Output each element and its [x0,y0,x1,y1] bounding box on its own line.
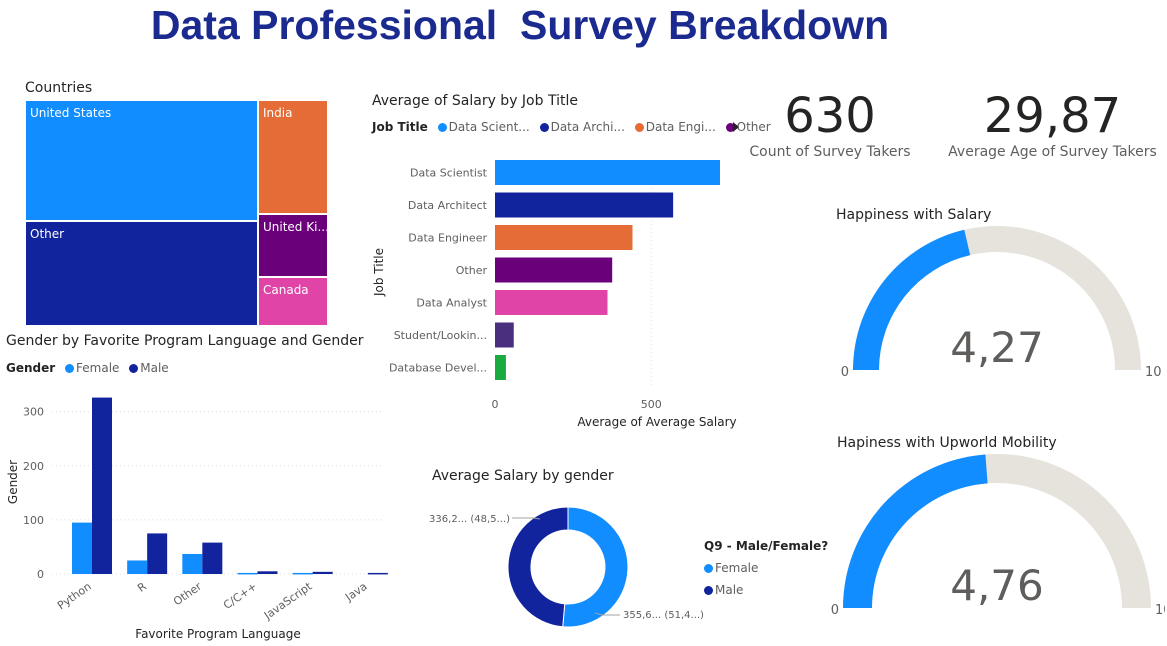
gauge-value: 4,27 [950,323,1044,372]
bar-male[interactable] [257,571,278,574]
bar[interactable] [495,192,674,218]
treemap-title: Countries [25,80,93,96]
legend-title: Gender [6,361,56,375]
gauge-min-label: 0 [831,603,839,618]
bar-female[interactable] [182,553,203,574]
gauge-max-label: 10 [1155,603,1165,618]
salary-gender-title: Average Salary by gender [432,468,614,484]
y-tick-label: Data Engineer [408,232,487,245]
salary-by-job-legend: Job Title Data Scient... Data Archi... D… [372,120,771,134]
treemap-cell-india[interactable]: India [258,100,328,214]
y-tick-label: Other [456,264,488,277]
y-tick-label: Data Scientist [410,167,488,180]
bar-male[interactable] [367,572,388,575]
legend-title: Q9 - Male/Female? [704,539,829,553]
y-tick-label: Data Analyst [416,297,487,310]
bar-female[interactable] [237,572,258,575]
donut-slice-male[interactable] [507,506,569,628]
treemap-label: Other [30,227,65,241]
treemap-cell-united-kingdom[interactable]: United Ki... [258,214,328,277]
donut-data-label-male: 336,2... (48,5...) [429,514,510,525]
legend-title: Job Title [372,120,428,134]
y-tick-label: 0 [37,568,44,581]
legend-item-male[interactable]: Male [123,361,169,375]
x-tick-label: Java [342,580,369,605]
x-tick-label: Other [171,580,204,609]
bar[interactable] [495,225,633,250]
treemap-label: India [263,106,293,120]
legend-item-female[interactable]: Female [704,557,828,579]
bar[interactable] [495,355,506,380]
donut-data-label-female: 355,6... (51,4...) [623,610,704,621]
data-label-leader [594,612,620,616]
legend-item[interactable]: Other [720,120,771,134]
treemap-cell-united-states[interactable]: United States [25,100,258,221]
triangle-right-icon[interactable] [733,122,739,132]
gender-language-chart: 0 100 200 300 Python R Other C/C++ JavaScript Jav… [6,397,388,641]
bar-female[interactable] [127,560,148,574]
x-tick-label: JavaScript [261,579,315,622]
treemap-label: United Ki... [263,220,328,234]
kpi-card-average-age: 29,87 Average Age of Survey Takers [945,88,1160,160]
gender-language-title: Gender by Favorite Program Language and … [6,333,364,349]
y-tick-label: Student/Lookin... [394,329,487,342]
bar-female[interactable] [72,522,92,574]
bar[interactable] [495,160,720,185]
y-tick-label: 100 [23,514,44,527]
y-axis-title: Job Title [372,248,386,297]
y-tick-label: Data Architect [408,199,488,212]
bar-male[interactable] [147,533,168,574]
legend-item[interactable]: Data Engi... [629,120,716,134]
kpi-label: Count of Survey Takers [749,144,911,160]
bar-male[interactable] [312,571,333,574]
treemap-label: United States [30,106,112,120]
gauge-value: 4,76 [950,561,1044,610]
gauge-max-label: 10 [1145,365,1162,380]
gauge-upworld-mobility: 4,76 0 10 [831,454,1165,618]
salary-gender-legend: Q9 - Male/Female? Female Male [704,535,828,601]
gender-language-legend: Gender Female Male [6,361,169,375]
bar-female[interactable] [292,572,313,575]
bar[interactable] [495,290,608,315]
gauge-fill[interactable] [843,454,988,608]
gauge-mobility-title: Hapiness with Upworld Mobility [837,435,1057,451]
x-tick-label: Python [55,580,94,613]
x-tick-label: C/C++ [221,580,259,612]
legend-item-male[interactable]: Male [704,579,828,601]
legend-item[interactable]: Data Archi... [534,120,625,134]
gauge-fill[interactable] [853,229,971,370]
bar[interactable] [495,257,613,283]
y-tick-label: 300 [23,406,44,419]
treemap-cell-canada[interactable]: Canada [258,277,328,326]
page-title: Data Professional Survey Breakdown [150,2,890,48]
x-axis-title: Favorite Program Language [135,627,300,641]
kpi-value: 630 [784,88,876,144]
salary-by-job-title: Average of Salary by Job Title [372,93,578,109]
y-tick-label: Database Devel... [389,362,487,375]
x-tick-label: 0 [492,398,499,411]
treemap-cell-other[interactable]: Other [25,221,258,326]
y-tick-label: 200 [23,460,44,473]
gauge-salary-title: Happiness with Salary [836,207,992,223]
bar-male[interactable] [202,542,223,574]
kpi-value: 29,87 [983,88,1122,144]
x-tick-label: R [135,580,149,595]
legend-item[interactable]: Data Scient... [432,120,530,134]
y-axis-title: Gender [6,460,20,504]
bar-male[interactable] [92,397,112,574]
kpi-card-count: 630 Count of Survey Takers [745,88,915,160]
treemap-label: Canada [263,283,309,297]
legend-item-female[interactable]: Female [59,361,119,375]
bar[interactable] [495,322,514,348]
x-axis-title: Average of Average Salary [577,415,736,429]
salary-gender-donut: 355,6... (51,4...) 336,2... (48,5...) [429,506,704,628]
salary-by-job-chart: 0 500 Data Scientist Data Architect Data Eng… [372,160,737,429]
countries-treemap-visual[interactable]: Countries United States India Other Unit… [25,78,330,328]
gauge-happiness-salary: 4,27 0 10 [841,226,1162,380]
donut-slice-female[interactable] [562,506,629,628]
data-label-leader [512,517,541,520]
kpi-label: Average Age of Survey Takers [948,144,1157,160]
gauge-min-label: 0 [841,365,849,380]
x-tick-label: 500 [641,398,662,411]
